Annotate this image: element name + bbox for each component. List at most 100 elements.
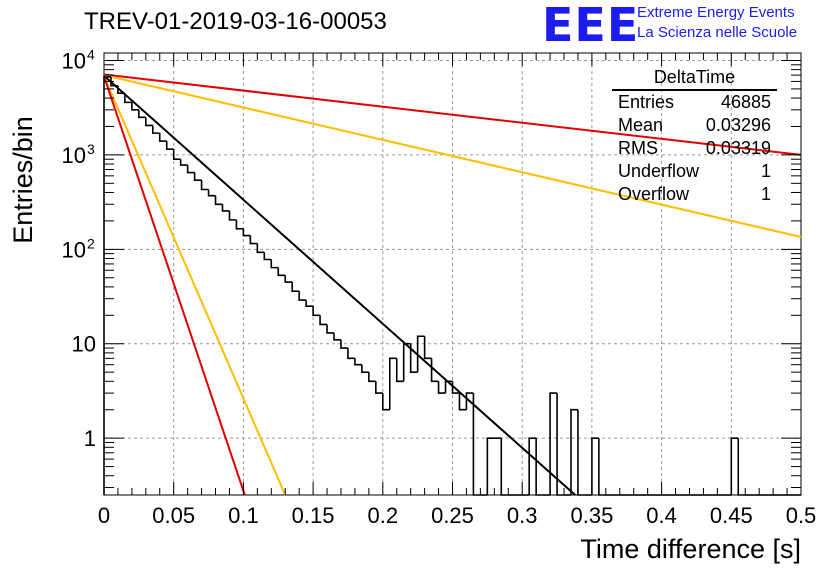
histogram-bin <box>117 85 125 95</box>
fit-curve <box>103 75 287 496</box>
stats-value: 1 <box>760 184 771 204</box>
x-tick-label: 0.1 <box>228 503 259 528</box>
histogram-bin <box>388 357 397 410</box>
histogram-bin <box>235 219 244 230</box>
histogram-bin <box>291 282 300 293</box>
histogram-bin <box>263 252 272 261</box>
y-axis-label: Entries/bin <box>8 116 38 244</box>
logo-line-2: La Scienza nelle Scuole <box>637 24 798 41</box>
axes: 0 0.05 0.1 0.15 0.2 0.25 0.3 0.35 0.4 0.45 0.5 1 10 1… <box>62 46 817 528</box>
y-tick-label: 10 <box>62 48 86 73</box>
histogram-bin <box>444 380 453 394</box>
histogram-bin <box>375 381 383 394</box>
histogram-bin <box>319 315 328 326</box>
histogram-bin <box>221 204 230 212</box>
x-tick-label: 0.35 <box>570 503 613 528</box>
stats-title: DeltaTime <box>612 66 777 91</box>
fit-curve <box>103 75 246 496</box>
histogram-bin <box>193 172 202 181</box>
histogram-bin <box>207 189 216 197</box>
histogram-bin <box>284 275 293 283</box>
histogram-bin <box>200 180 209 191</box>
histogram-bin <box>110 76 118 87</box>
histogram-bin <box>570 408 578 495</box>
stats-label: Underflow <box>618 161 700 181</box>
histogram-bin <box>500 438 509 496</box>
fit-curve <box>103 74 576 496</box>
histogram-bin <box>472 393 481 496</box>
stats-row: Mean 0.03296 <box>612 114 777 137</box>
x-axis-label: Time difference [s] <box>580 534 801 564</box>
x-tick-label: 0.45 <box>710 503 753 528</box>
histogram-bin <box>298 291 307 301</box>
histogram-bin <box>730 437 739 495</box>
fit-curve <box>103 74 802 238</box>
histogram-bin <box>591 437 599 495</box>
histogram-bin <box>277 267 286 277</box>
fit-curves <box>103 73 802 496</box>
stats-value: 46885 <box>720 92 771 112</box>
histogram-bin <box>103 76 111 495</box>
histogram-bin <box>124 93 132 104</box>
histogram-bin <box>361 364 369 373</box>
stats-row: Underflow 1 <box>612 160 777 183</box>
histogram-bin <box>430 358 439 383</box>
histogram-bin <box>333 332 341 341</box>
histogram-bin <box>423 336 432 360</box>
histogram-bin <box>326 324 335 334</box>
histogram-bin <box>486 437 495 495</box>
histogram-bin <box>437 381 446 394</box>
histogram-bin <box>138 109 146 119</box>
x-tick-label: 0.3 <box>507 503 538 528</box>
stats-label: RMS <box>618 138 658 158</box>
histogram-bin <box>368 372 376 383</box>
y-tick-label: 10 <box>62 143 86 168</box>
stats-label: Mean <box>618 115 664 135</box>
histogram-bin <box>528 437 537 495</box>
y-tick-exponent: 3 <box>87 141 95 157</box>
stats-row: RMS 0.03319 <box>612 137 777 160</box>
histogram-bin <box>242 228 251 237</box>
stats-row: Entries 46885 <box>612 91 777 114</box>
x-tick-label: 0.2 <box>368 503 399 528</box>
histogram-bin <box>354 358 362 366</box>
x-tick-label: 0.05 <box>152 503 195 528</box>
histogram-bin <box>395 358 404 383</box>
stats-box: DeltaTime Entries 46885 Mean 0.03296 RMS 0.03… <box>612 66 777 206</box>
x-tick-label: 0.5 <box>786 503 817 528</box>
x-tick-label: 0.25 <box>431 503 474 528</box>
histogram-bin <box>179 159 188 166</box>
stats-label: Entries <box>618 92 675 112</box>
histogram-bin <box>402 342 411 382</box>
histogram-bin <box>737 438 746 496</box>
histogram-bin <box>577 409 585 496</box>
stats-rows: Entries 46885 Mean 0.03296 RMS 0.03319 Underfl… <box>612 91 777 206</box>
x-tick-label: 0.15 <box>292 503 335 528</box>
histogram-bin <box>186 165 195 174</box>
histogram-bin <box>145 117 153 127</box>
histogram-bin <box>598 438 606 496</box>
fit-curve <box>103 73 802 156</box>
histogram-bin <box>549 392 558 495</box>
stats-value: 0.03319 <box>705 138 771 158</box>
eee-logo: EEE <box>542 0 640 52</box>
y-tick-label: 1 <box>84 426 96 451</box>
histogram-bin <box>416 335 425 373</box>
x-tick-label: 0 <box>98 503 110 528</box>
y-tick-label: 10 <box>72 332 96 357</box>
y-tick-exponent: 2 <box>87 235 95 251</box>
histogram-bin <box>172 149 181 161</box>
histogram-bin <box>458 393 467 411</box>
run-title: TREV-01-2019-03-16-00053 <box>84 8 387 35</box>
stats-value: 0.03296 <box>705 115 771 135</box>
histogram-bin <box>165 141 174 150</box>
histogram-bin <box>131 102 139 111</box>
stats-row: Overflow 1 <box>612 183 777 206</box>
histogram-bin <box>158 133 167 142</box>
logo-line-1: Extreme Energy Events <box>637 4 795 21</box>
histogram-bin <box>340 339 348 349</box>
histogram-bin <box>249 235 258 245</box>
histogram-bin <box>451 381 460 394</box>
histogram-bin <box>270 259 279 269</box>
histogram-bin <box>151 125 160 134</box>
